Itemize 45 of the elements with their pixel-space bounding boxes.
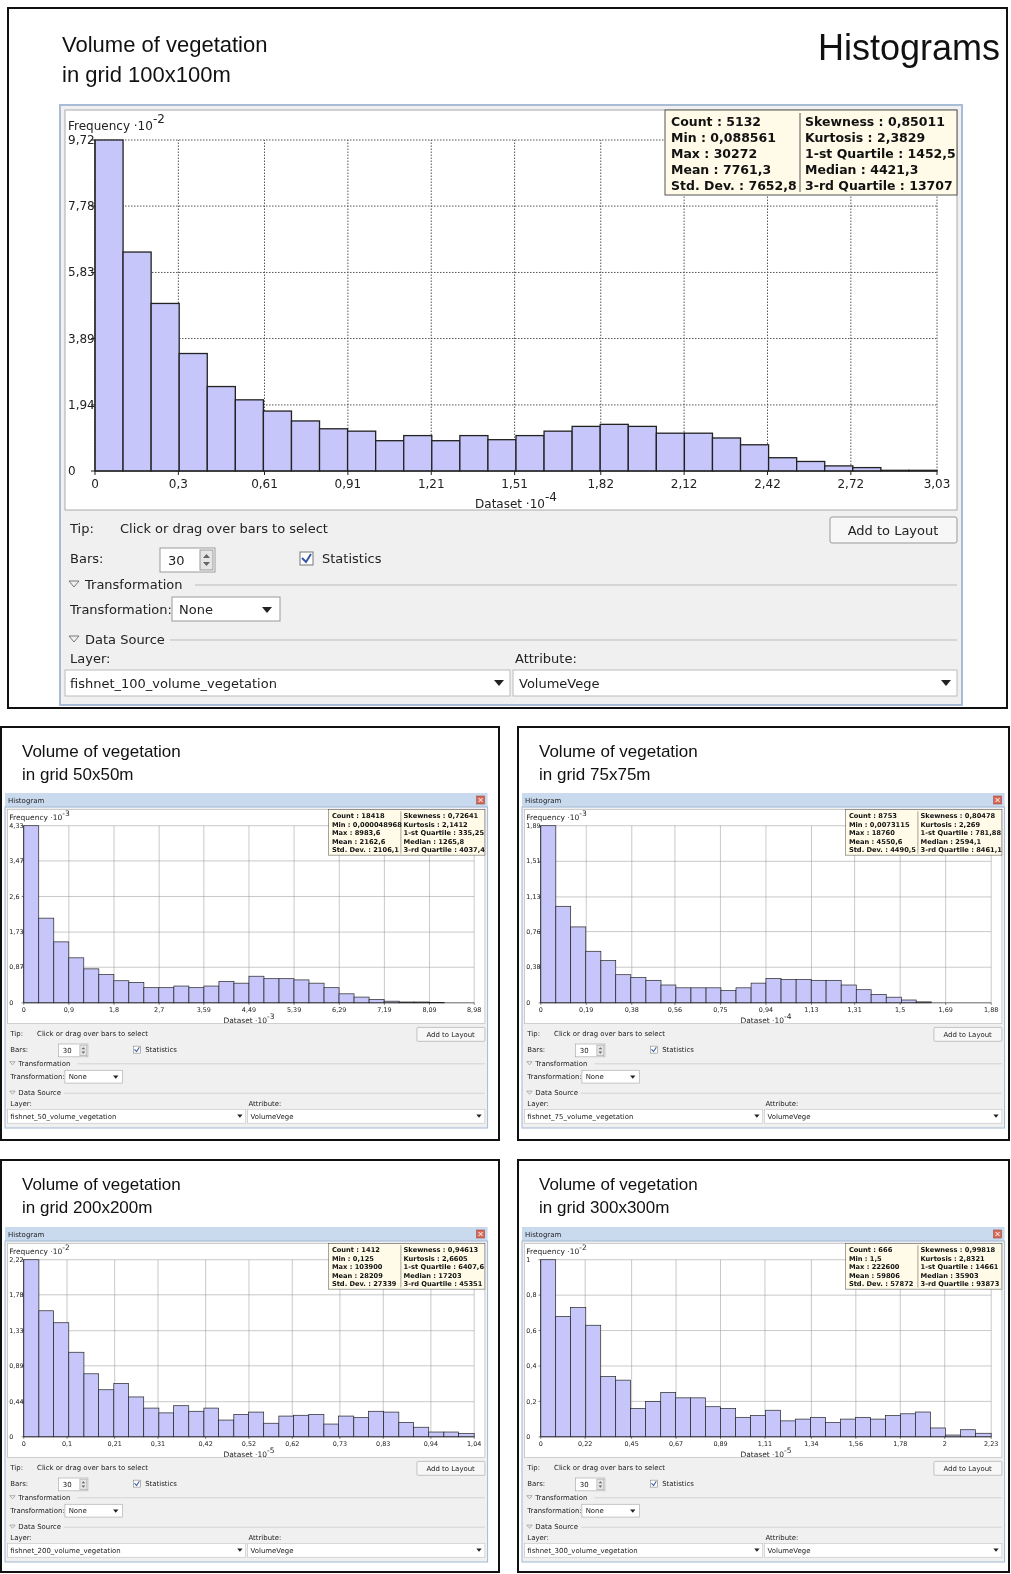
x-tick-label: 2,42 — [754, 477, 781, 491]
text: Skewness : 0,85011 — [805, 114, 945, 129]
text: Data Source — [85, 632, 165, 647]
text: Transformation: — [69, 602, 172, 617]
text: Count : 5132 — [671, 114, 762, 129]
x-tick-label: 0,91 — [334, 477, 362, 491]
chart-title: Volume of vegetation in grid 75x75m — [539, 742, 698, 784]
annotation: Mean : 7761,3 — [671, 162, 772, 177]
x-tick-label: 1,82 — [587, 477, 615, 491]
text: None — [179, 602, 213, 617]
y-tick-label: 7,78 — [68, 199, 95, 214]
chart-title: Volume of vegetation in grid 300x300m — [539, 1175, 698, 1217]
text: Bars: — [70, 551, 104, 566]
chart-title: Volume of vegetation in grid 200x200m — [22, 1175, 181, 1217]
y-tick-label: 1,94 — [68, 397, 95, 412]
x-tick-label: 2,12 — [670, 477, 698, 491]
text: Click or drag over bars to select — [120, 521, 328, 536]
annotation: 1-st Quartile : 1452,5 — [805, 146, 956, 161]
x-tick-label: 0,3 — [168, 477, 188, 491]
chart-title: Volume of vegetation in grid 100x100m — [62, 32, 268, 87]
annotation: Median : 4421,3 — [805, 162, 919, 177]
text: Statistics — [322, 551, 382, 566]
annotation: Std. Dev. : 7652,8 — [671, 178, 797, 193]
x-tick-label: 0,61 — [251, 477, 278, 491]
text: Histograms — [817, 27, 1000, 68]
text: Tip: — [69, 521, 94, 536]
x-tick-label: 1,21 — [417, 477, 445, 491]
x-tick-label: 3,03 — [923, 477, 951, 491]
annotation: Min : 0,088561 — [671, 130, 776, 145]
y-tick-label: 5,83 — [68, 265, 95, 280]
annotation: Max : 30272 — [671, 146, 758, 161]
y-tick-label: 3,89 — [68, 331, 95, 346]
x-tick-label: 2,72 — [837, 477, 865, 491]
annotation: Kurtosis : 2,3829 — [805, 130, 926, 145]
text: Layer: — [70, 651, 111, 666]
text: fishnet_100_volume_vegetation — [70, 676, 277, 691]
y-tick-label: 0 — [68, 464, 76, 478]
text: VolumeVege — [519, 676, 600, 691]
text: 30 — [168, 553, 185, 568]
text: Attribute: — [515, 651, 577, 666]
text: Transformation — [84, 577, 183, 592]
annotation: 3-rd Quartile : 13707 — [805, 178, 953, 193]
text: Add to Layout — [847, 523, 939, 538]
chart-title: Volume of vegetation in grid 50x50m — [22, 742, 181, 784]
y-tick-label: 9,72 — [68, 133, 95, 147]
